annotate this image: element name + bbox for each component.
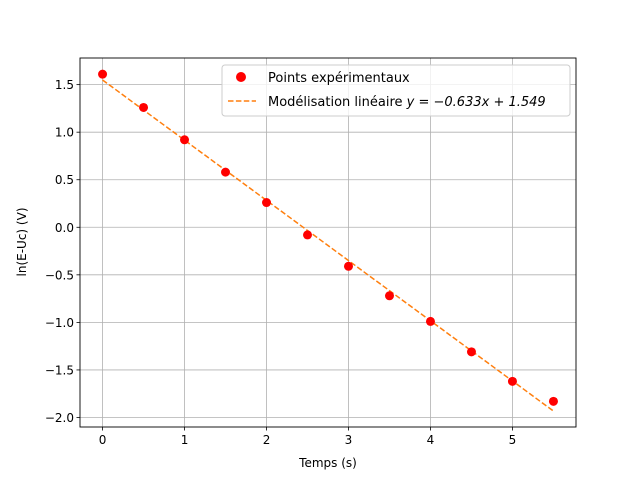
legend: Points expérimentaux Modélisation linéai… xyxy=(221,64,571,117)
y-tick-label: 1.0 xyxy=(55,126,74,140)
data-point xyxy=(221,167,231,177)
plot-frame xyxy=(79,57,577,428)
data-point xyxy=(180,135,190,145)
data-point xyxy=(98,69,108,79)
legend-marker-points xyxy=(236,72,246,82)
data-point xyxy=(262,198,272,208)
data-point xyxy=(343,261,353,271)
y-tick-label: 0.0 xyxy=(55,221,74,235)
y-tick-label: −1.5 xyxy=(45,363,74,377)
legend-box xyxy=(221,64,571,117)
x-tick-label: 4 xyxy=(427,433,435,447)
data-point xyxy=(548,396,558,406)
x-tick-label: 5 xyxy=(509,433,517,447)
y-tick-label: −0.5 xyxy=(45,268,74,282)
y-axis-label: ln(E-Uc) (V) xyxy=(15,208,29,277)
data-point xyxy=(466,347,476,357)
y-tick-label: 1.5 xyxy=(55,78,74,92)
data-point xyxy=(384,291,394,301)
ticks: 0 1 2 3 4 5 1.5 1.0 0.5 0.0 −0.5 −1.0 −1.5 −2.0 xyxy=(45,78,516,447)
x-tick-label: 2 xyxy=(263,433,271,447)
data-point xyxy=(303,230,313,240)
x-tick-label: 0 xyxy=(99,433,107,447)
legend-label-points: Points expérimentaux xyxy=(268,71,410,86)
plot-area xyxy=(80,58,576,427)
y-tick-label: −2.0 xyxy=(45,411,74,425)
legend-line-name: Modélisation linéaire xyxy=(268,95,407,110)
y-tick-label: −1.0 xyxy=(45,316,74,330)
legend-label-line: Modélisation linéaire y = −0.633x + 1.54… xyxy=(268,95,546,110)
x-axis-label: Temps (s) xyxy=(298,456,357,470)
data-point xyxy=(139,102,149,112)
legend-line-equation: y = −0.633x + 1.549 xyxy=(406,95,546,110)
fit-line xyxy=(102,79,554,412)
y-tick-label: 0.5 xyxy=(55,173,74,187)
data-point xyxy=(507,376,517,386)
x-tick-label: 3 xyxy=(345,433,353,447)
data-point xyxy=(425,316,435,326)
x-tick-label: 1 xyxy=(181,433,189,447)
series-layer xyxy=(98,69,558,412)
